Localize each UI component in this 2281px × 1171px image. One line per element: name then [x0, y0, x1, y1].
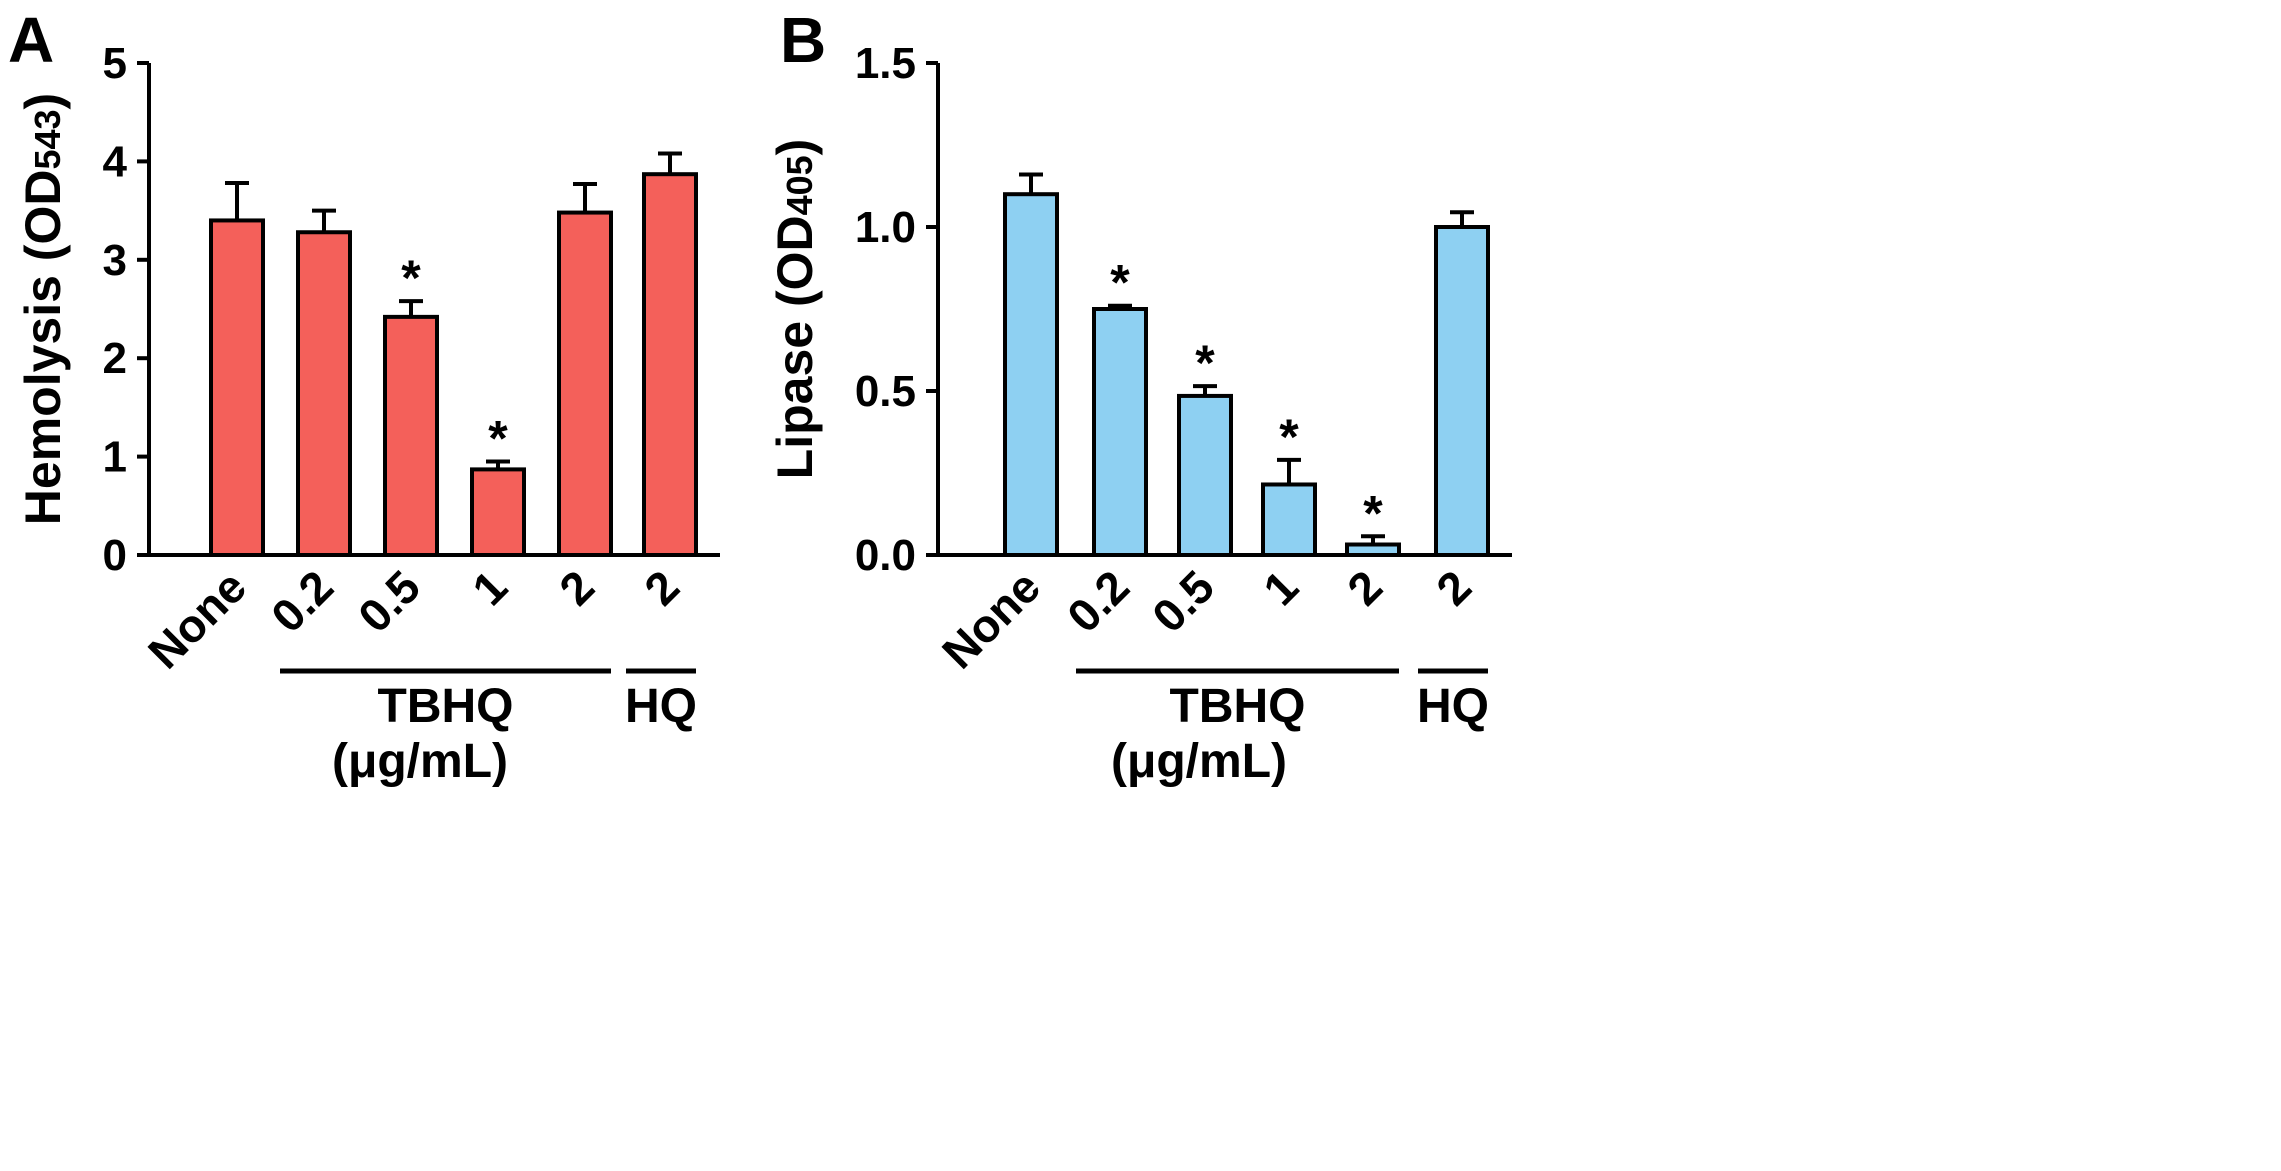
panel-a-category-label: 1 — [462, 560, 517, 615]
panel-a-bar — [642, 172, 698, 558]
panel-a-bar — [209, 218, 265, 557]
panel-a-category-label: None — [138, 560, 256, 678]
panel-a-y-tick-label: 2 — [103, 334, 127, 383]
panel-b-bar — [1003, 192, 1059, 557]
panel-b-category-label: 2 — [1426, 560, 1481, 615]
panel-a-category-label: 2 — [549, 560, 604, 615]
panel-a-bar — [470, 467, 526, 557]
panel-a-significance-marker: * — [488, 411, 508, 467]
panel-b-unit-label: (μg/mL) — [1111, 735, 1287, 788]
panel-a-category-label: 0.5 — [348, 560, 430, 642]
panel-b-y-tick-label: 1.5 — [855, 39, 916, 88]
panel-b-significance-marker: * — [1363, 485, 1383, 541]
panel-b-bar — [1261, 482, 1317, 558]
panel-b-y-tick-label: 0.0 — [855, 531, 916, 580]
panel-a-y-tick-label: 0 — [103, 531, 127, 580]
panel-b-significance-marker: * — [1110, 255, 1130, 311]
panel-a-category-label: 0.2 — [261, 560, 343, 642]
panel-b-group-label: HQ — [1417, 680, 1489, 733]
panel-b-y-tick-label: 1.0 — [855, 203, 916, 252]
panel-b-y-tick-label: 0.5 — [855, 367, 916, 416]
panel-b-category-label: 0.5 — [1142, 560, 1224, 642]
panel-b-category-label: None — [932, 560, 1050, 678]
panel-a-y-tick-label: 1 — [103, 433, 127, 482]
panel-a-significance-marker: * — [401, 250, 421, 306]
panel-a-bar — [557, 210, 613, 557]
panel-a-unit-label: (μg/mL) — [332, 735, 508, 788]
panel-b-category-label: 2 — [1337, 560, 1392, 615]
panel-b-significance-marker: * — [1279, 409, 1299, 465]
panel-a-y-tick-label: 5 — [103, 39, 127, 88]
panel-b-bar — [1092, 307, 1148, 557]
panel-a-bar — [383, 314, 439, 558]
panel-b-group-label: TBHQ — [1170, 680, 1306, 733]
panel-a-category-label: 2 — [634, 560, 689, 615]
panel-b-y-axis-title: Lipase (OD405) — [767, 139, 823, 480]
panel-a-y-tick-label: 4 — [103, 137, 128, 186]
panel-a-y-axis-title: Hemolysis (OD543) — [15, 93, 71, 525]
panel-b-bar — [1345, 542, 1401, 558]
panel-b-significance-marker: * — [1195, 335, 1215, 391]
panel-a-label: A — [8, 4, 54, 76]
panel-b-category-label: 0.2 — [1057, 560, 1139, 642]
panel-a-y-tick-label: 3 — [103, 236, 127, 285]
panel-a-bar — [296, 230, 352, 558]
panel-a-group-label: HQ — [625, 680, 697, 733]
panel-a-group-label: TBHQ — [378, 680, 514, 733]
panel-b-label: B — [780, 4, 826, 76]
panel-b-category-label: 1 — [1253, 560, 1308, 615]
panel-b-bar — [1434, 225, 1490, 557]
panel-b-bar — [1177, 393, 1233, 558]
